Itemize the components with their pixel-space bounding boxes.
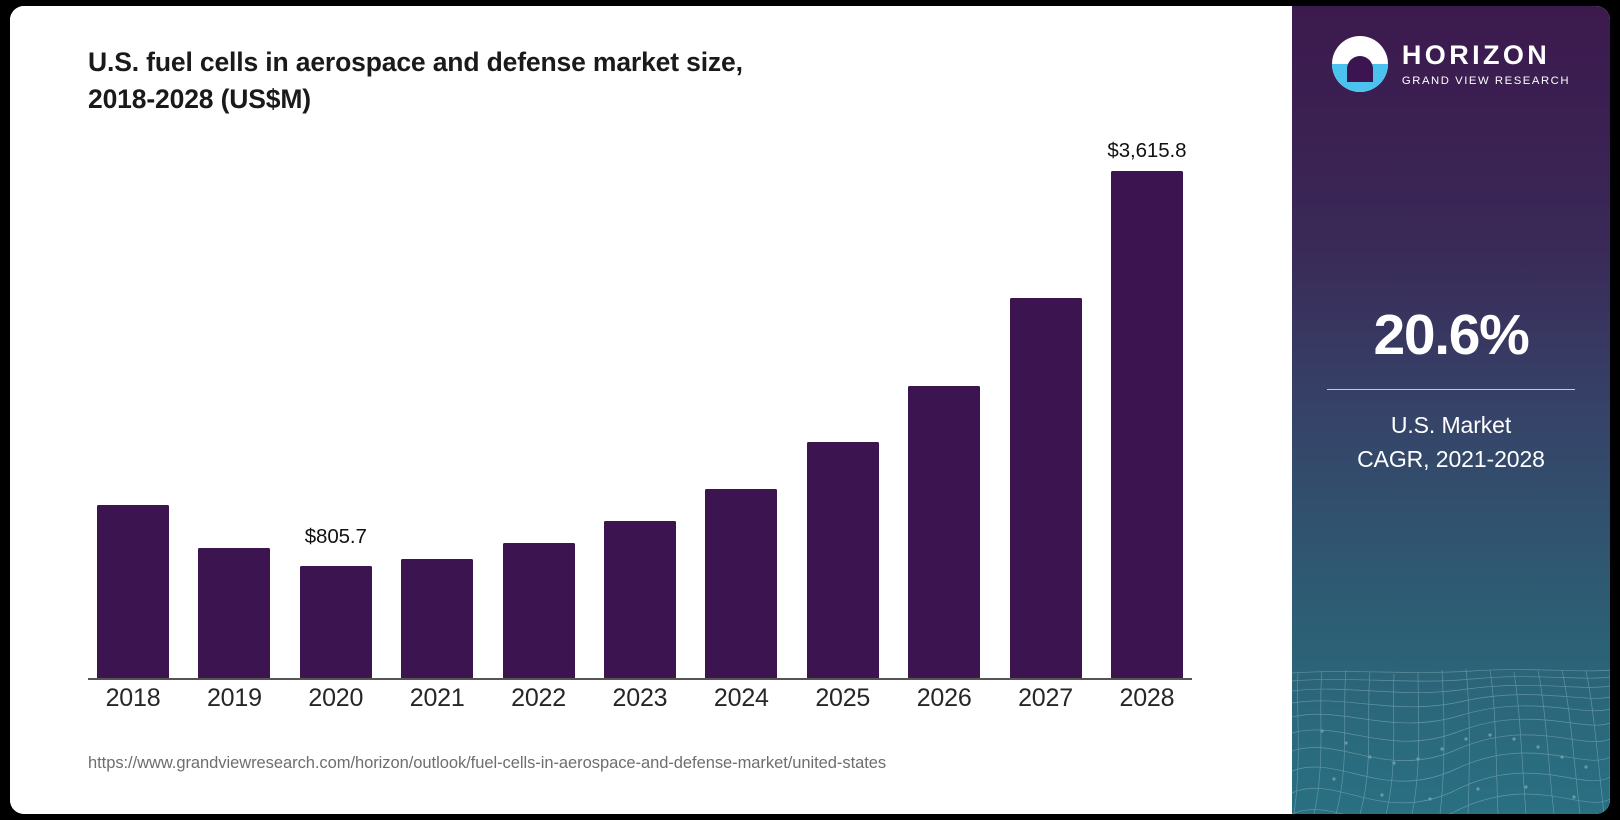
bar-slot-2021 [401, 146, 474, 680]
cagr-caption: U.S. Market CAGR, 2021-2028 [1357, 412, 1545, 473]
bar-slot-2019 [198, 146, 271, 680]
brand-wordmark: HORIZON GRAND VIEW RESEARCH [1401, 39, 1571, 87]
chart-pane: U.S. fuel cells in aerospace and defense… [10, 6, 1292, 814]
bar-slot-2020: $805.7 [299, 146, 372, 680]
x-tick-2026: 2026 [916, 684, 972, 712]
x-tick-2024: 2024 [713, 684, 769, 712]
bar-slot-2022 [502, 146, 575, 680]
bar-value-label-2028: $3,615.8 [1107, 138, 1187, 162]
bar-2028[interactable] [1110, 170, 1183, 680]
horizon-sunrise-icon [1331, 36, 1388, 92]
chart-title: U.S. fuel cells in aerospace and defense… [88, 47, 743, 114]
brand-logo: HORIZON GRAND VIEW RESEARCH [1292, 36, 1610, 92]
x-tick-2022: 2022 [511, 684, 566, 712]
bar-slot-2026 [908, 146, 981, 680]
brand-tagline: GRAND VIEW RESEARCH [1401, 74, 1571, 87]
bar-slot-2027 [1009, 146, 1082, 680]
bar-slot-2028: $3,615.8 [1107, 139, 1187, 680]
x-axis-tick-labels: 2018 2019 2020 2021 2022 2023 2024 2025 … [88, 684, 1192, 713]
x-tick-2019: 2019 [206, 684, 262, 712]
bar-2025[interactable] [806, 441, 879, 680]
x-tick-2028: 2028 [1119, 684, 1175, 712]
x-tick-2025: 2025 [815, 684, 871, 712]
x-axis-line [88, 678, 1192, 680]
wireframe-mesh-graphic [1292, 668, 1610, 814]
bar-2021[interactable] [401, 558, 474, 680]
infographic-card: U.S. fuel cells in aerospace and defense… [10, 6, 1610, 814]
bar-slot-2023 [603, 146, 676, 680]
x-tick-2018: 2018 [105, 684, 161, 712]
bar-slot-2025 [806, 146, 879, 680]
bar-value-label-2020: $805.7 [304, 525, 367, 549]
bar-slot-2024 [705, 146, 778, 680]
bar-2022[interactable] [502, 542, 575, 680]
bar-2027[interactable] [1009, 297, 1082, 680]
source-url-link[interactable]: https://www.grandviewresearch.com/horizo… [88, 754, 887, 772]
logo-reflection-bar-1 [1346, 69, 1373, 74]
x-tick-2020: 2020 [308, 684, 364, 712]
bar-series: $805.7 [88, 139, 1192, 680]
bar-2024[interactable] [705, 488, 778, 680]
cagr-stat-block: 20.6% U.S. Market CAGR, 2021-2028 [1292, 303, 1610, 476]
stat-divider [1327, 388, 1575, 391]
bar-2026[interactable] [908, 385, 981, 680]
bar-2018[interactable] [97, 504, 169, 680]
bar-2023[interactable] [603, 520, 676, 680]
cagr-value: 20.6% [1373, 303, 1529, 367]
bar-2019[interactable] [198, 548, 271, 680]
x-tick-2027: 2027 [1018, 684, 1073, 712]
bar-2020[interactable] [299, 566, 372, 680]
plot-area: $805.7 [88, 139, 1192, 680]
x-tick-2023: 2023 [612, 684, 668, 712]
logo-reflection-bar-2 [1351, 76, 1369, 81]
bar-slot-2018 [97, 146, 169, 680]
stat-sidebar: HORIZON GRAND VIEW RESEARCH 20.6% U.S. M… [1292, 6, 1610, 814]
x-tick-2021: 2021 [409, 684, 465, 712]
brand-name: HORIZON [1401, 39, 1551, 70]
